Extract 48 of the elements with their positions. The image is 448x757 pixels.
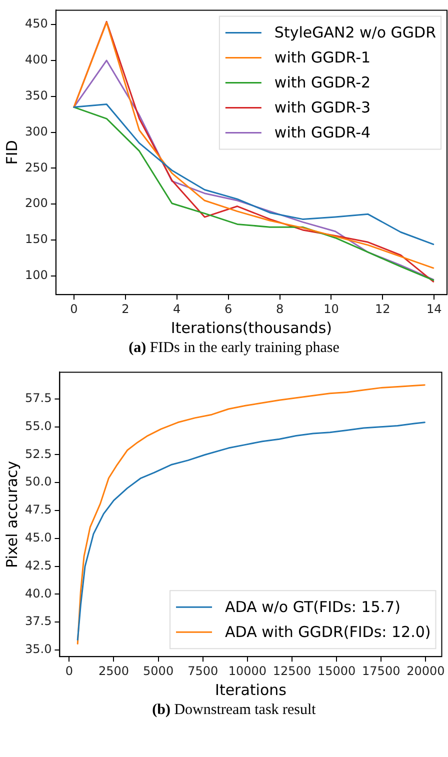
y-tick-label: 42.5 bbox=[25, 558, 52, 572]
text: (b) Downstream task result bbox=[151, 702, 317, 720]
y-tick-label: 200 bbox=[25, 196, 48, 210]
y-axis-title: Pixel accuracy bbox=[2, 460, 21, 568]
y-tick-label: 35.0 bbox=[25, 642, 52, 656]
x-tick-label: 2500 bbox=[98, 664, 130, 678]
y-tick-label: 250 bbox=[25, 160, 48, 174]
y-tick-label: 47.5 bbox=[25, 502, 52, 517]
legend-label: with GGDR-3 bbox=[274, 98, 371, 117]
x-tick-label: 2 bbox=[122, 302, 130, 316]
x-tick-label: 0 bbox=[65, 664, 73, 678]
y-tick-label: 37.5 bbox=[25, 614, 52, 628]
x-tick-label: 0 bbox=[70, 302, 78, 316]
x-tick-label: 10000 bbox=[228, 664, 267, 678]
y-tick-label: 150 bbox=[25, 232, 48, 246]
x-tick-label: 12 bbox=[375, 302, 390, 316]
x-tick-label: 10 bbox=[324, 302, 339, 316]
legend-label: ADA with GGDR(FIDs: 12.0) bbox=[225, 622, 431, 641]
x-tick-label: 14 bbox=[426, 302, 442, 316]
y-axis-title: FID bbox=[2, 140, 21, 165]
x-tick-label: 5000 bbox=[143, 664, 174, 678]
y-tick-label: 45.0 bbox=[25, 530, 52, 545]
x-tick-label: 12500 bbox=[272, 664, 312, 678]
text: (a) FIDs in the early training phase bbox=[128, 340, 340, 358]
legend-label: with GGDR-1 bbox=[274, 48, 371, 67]
legend-label: ADA w/o GT(FIDs: 15.7) bbox=[225, 598, 400, 616]
y-tick-label: 55.0 bbox=[25, 418, 52, 433]
x-tick-label: 4 bbox=[173, 302, 181, 316]
x-tick-label: 15000 bbox=[317, 664, 356, 678]
y-tick-label: 57.5 bbox=[25, 391, 52, 406]
x-tick-label: 20000 bbox=[406, 664, 445, 678]
y-tick-label: 350 bbox=[25, 88, 48, 103]
y-tick-label: 50.0 bbox=[25, 474, 52, 489]
legend-label: with GGDR-2 bbox=[274, 74, 371, 92]
y-tick-label: 100 bbox=[25, 268, 48, 282]
x-tick-label: 6 bbox=[224, 302, 232, 316]
y-tick-label: 52.5 bbox=[25, 446, 52, 461]
x-tick-label: 17500 bbox=[362, 664, 400, 678]
x-tick-label: 8 bbox=[276, 302, 284, 316]
x-axis-title: Iterations(thousands) bbox=[170, 318, 332, 337]
x-tick-label: 7500 bbox=[188, 664, 218, 678]
legend-label: StyleGAN2 w/o GGDR bbox=[274, 24, 436, 42]
y-tick-label: 400 bbox=[25, 52, 48, 67]
x-axis-title: Iterations bbox=[215, 680, 287, 699]
legend-label: with GGDR-4 bbox=[274, 124, 371, 142]
y-tick-label: 40.0 bbox=[25, 586, 52, 600]
y-tick-label: 450 bbox=[25, 16, 48, 31]
y-tick-label: 300 bbox=[25, 124, 48, 138]
